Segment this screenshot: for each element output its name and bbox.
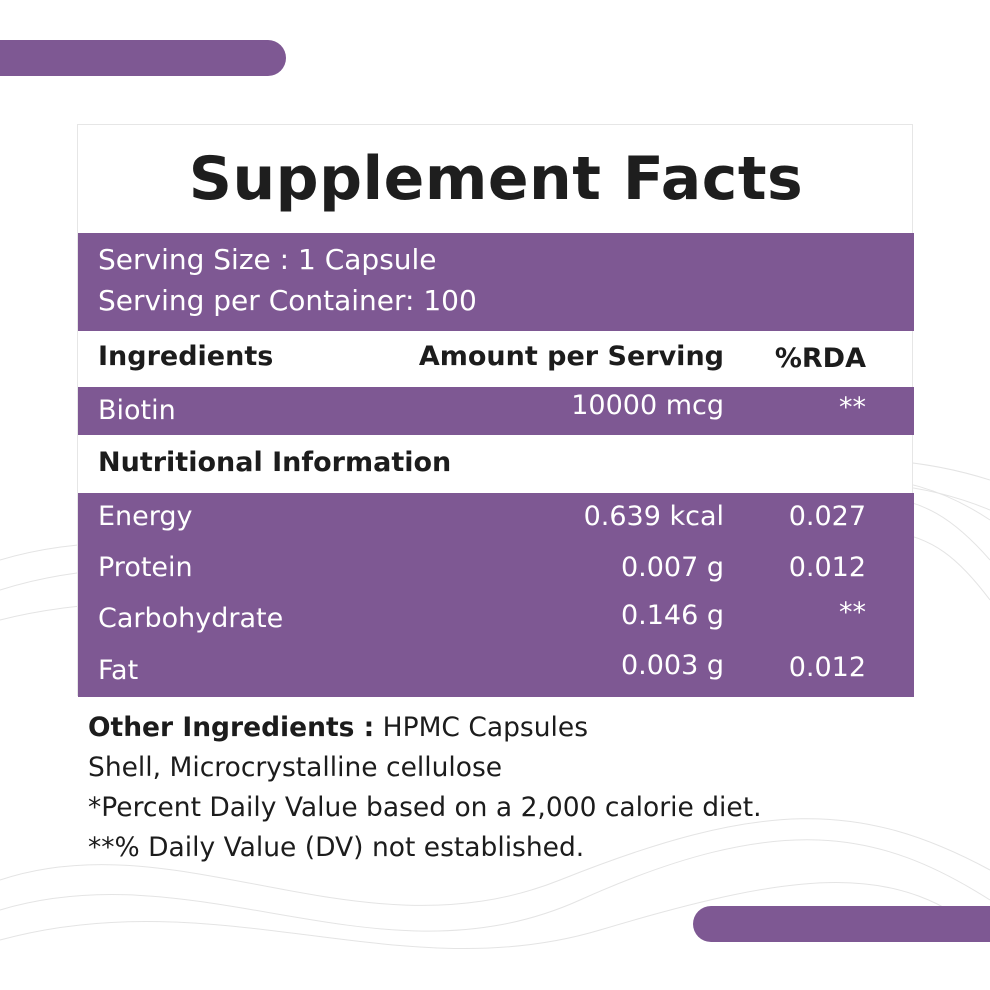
nutrient-amount: 0.146 g [620,600,724,631]
serving-size: Serving Size : 1 Capsule [98,243,437,276]
nutrition-table: Energy 0.639 kcal 0.027 Protein 0.007 g … [78,493,914,697]
serving-info-band: Serving Size : 1 Capsule Serving per Con… [78,233,914,331]
other-ingredients-line: Other Ingredients : HPMC Capsules [88,708,908,748]
ingredient-amount: 10000 mcg [571,390,724,421]
panel-title: Supplement Facts [188,144,804,214]
other-ingredients-continued: Shell, Microcrystalline cellulose [88,752,503,783]
nutrition-header: Nutritional Information [98,447,452,478]
ingredient-name: Biotin [98,395,176,426]
nutrient-name: Energy [98,501,193,532]
nutrient-name: Fat [98,655,139,686]
ingredient-rda: ** [839,392,866,423]
nutrient-rda: 0.012 [788,652,866,683]
column-header-rda: %RDA [774,343,866,374]
daily-value-note: *Percent Daily Value based on a 2,000 ca… [88,792,762,823]
decorative-bottom-bar [693,906,990,942]
nutrient-rda: ** [839,597,866,628]
column-header-amount: Amount per Serving [418,341,724,372]
nutrient-rda: 0.012 [788,552,866,583]
nutrient-rda: 0.027 [788,501,866,532]
footer-notes: Other Ingredients : HPMC Capsules Shell,… [88,708,908,868]
nutrient-name: Carbohydrate [98,603,284,634]
dv-not-established-note: **% Daily Value (DV) not established. [88,832,585,863]
other-ingredients-value: HPMC Capsules [374,712,588,743]
servings-per-container: Serving per Container: 100 [98,284,477,317]
nutrient-amount: 0.639 kcal [583,501,724,532]
ingredient-row-biotin: Biotin 10000 mcg ** [78,387,914,435]
other-ingredients-label: Other Ingredients : [88,712,375,743]
column-header-ingredients: Ingredients [98,341,274,372]
nutrient-amount: 0.003 g [620,650,724,681]
nutrient-amount: 0.007 g [620,552,724,583]
decorative-top-bar [0,40,286,76]
supplement-facts-panel: Supplement Facts Serving Size : 1 Capsul… [77,124,914,697]
nutrient-name: Protein [98,552,193,583]
